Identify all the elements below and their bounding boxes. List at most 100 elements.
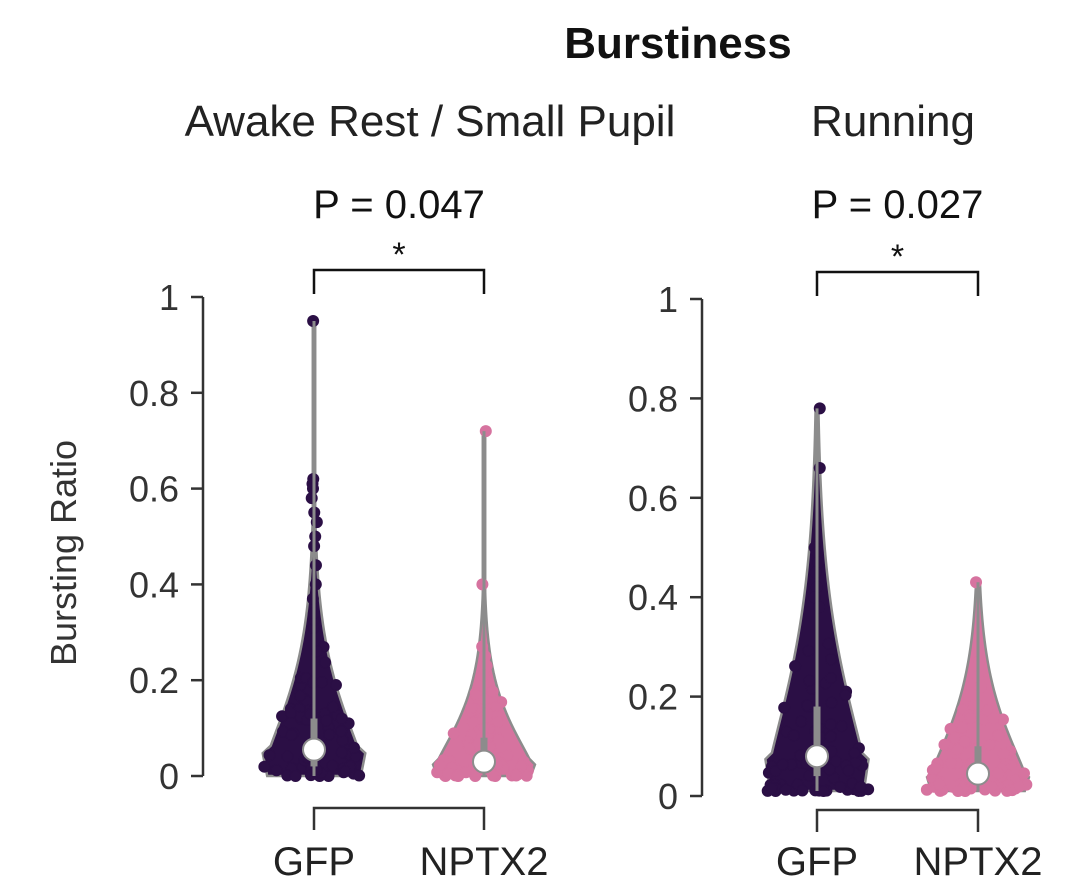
y-tick-label: 1 [159,277,179,318]
x-axis-line [815,808,980,832]
data-point [789,660,802,673]
data-point [956,721,969,734]
data-point [992,767,1005,780]
data-point [326,759,339,772]
data-point [258,760,271,773]
data-point [825,653,838,666]
data-point [289,769,302,782]
data-point [787,729,800,742]
data-point [270,764,283,777]
data-point [466,716,479,729]
data-point [335,725,348,738]
data-point [1017,767,1030,780]
significance-bracket [312,268,486,294]
data-point [319,656,332,669]
data-point [825,696,838,709]
data-point [486,685,499,698]
data-point [992,729,1005,742]
x-tick-label: GFP [273,840,355,878]
p-value-label: P = 0.027 [812,183,984,227]
data-point [778,701,791,714]
y-axis-label: Bursting Ratio [43,440,84,666]
x-tick-label: GFP [776,840,858,878]
data-point [281,750,294,763]
x-tick-label: NPTX2 [914,840,1043,878]
data-point [824,672,837,685]
data-point [487,769,500,782]
data-point [985,780,998,793]
significance-bracket [815,270,980,296]
data-point [309,578,322,591]
data-point [945,757,958,770]
data-point [824,730,837,743]
data-point [479,425,492,438]
median-marker [302,737,326,762]
panel-rest: 0 0.2 0.4 0.6 0.8 1 GFP NPTX2 * P = 0.047 [129,183,549,878]
y-tick-label: 0.4 [129,564,179,605]
data-point [347,741,360,754]
data-point [320,714,333,727]
y-tick-label: 0 [159,756,179,797]
y-tick-label: 0.6 [129,469,179,510]
data-point [795,715,808,728]
data-point [765,782,778,795]
y-tick-label: 0.6 [628,478,678,519]
data-point [501,749,514,762]
p-value-label: P = 0.047 [313,183,485,227]
data-point [447,727,460,740]
data-point [952,785,965,798]
data-point [779,783,792,796]
data-point [951,743,964,756]
data-point [465,702,478,715]
data-point [335,712,348,725]
data-point [803,674,816,687]
data-point [817,784,830,797]
data-point [854,780,867,793]
data-point [491,715,504,728]
data-point [842,764,855,777]
median-marker [805,744,829,769]
data-point [294,689,307,702]
y-tick-label: 0.2 [628,677,678,718]
data-point [329,679,342,692]
x-axis-line [312,806,486,830]
data-point [970,576,983,589]
significance-star: * [392,236,405,274]
data-point [835,720,848,733]
x-tick-label: NPTX2 [420,840,549,878]
y-tick-label: 0.2 [129,660,179,701]
data-point [510,769,523,782]
data-point [823,763,836,776]
data-point [920,783,933,796]
data-point [323,728,336,741]
data-point [285,729,298,742]
y-tick-label: 0 [658,776,678,817]
data-point [263,749,276,762]
data-point [326,700,339,713]
data-point [452,769,465,782]
data-point [305,492,318,505]
data-point [824,718,837,731]
data-point [776,758,789,771]
significance-star: * [891,238,904,276]
median-marker [966,761,990,786]
data-point [987,712,1000,725]
data-point [929,762,942,775]
data-point [463,742,476,755]
data-point [822,637,835,650]
y-tick-label: 0.8 [628,378,678,419]
data-point [285,706,298,719]
data-point [315,676,328,689]
data-point [938,738,951,751]
data-point [813,601,826,614]
data-point [981,704,994,717]
data-point [309,559,322,572]
data-point [848,746,861,759]
data-point [492,733,505,746]
panel-title-running: Running [811,97,975,146]
data-point [353,769,366,782]
data-point [433,759,446,772]
y-tick-label: 0.4 [628,577,678,618]
data-point [335,746,348,759]
